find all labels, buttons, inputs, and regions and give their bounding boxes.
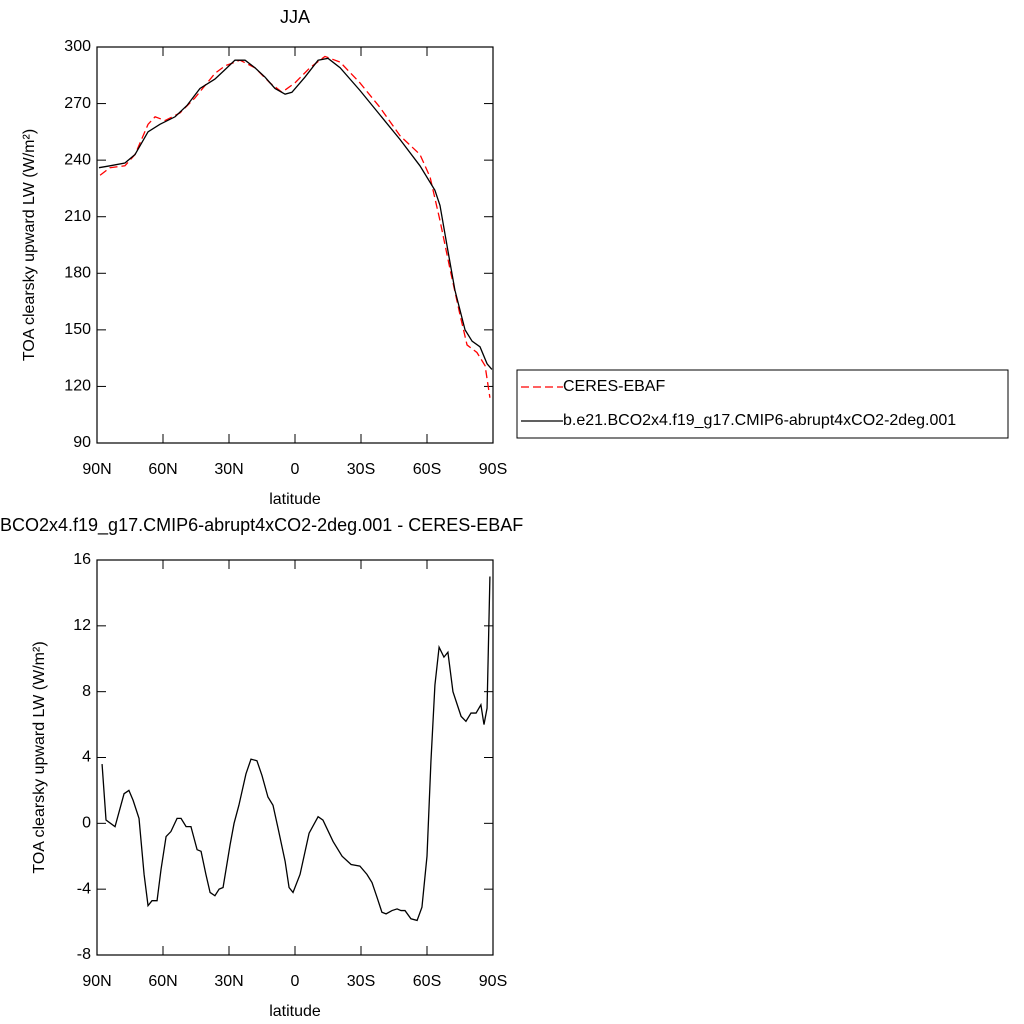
x-axis-label: latitude <box>269 491 321 508</box>
x-tick-label: 30N <box>214 973 243 990</box>
x-tick-label: 60S <box>413 973 441 990</box>
y-tick-label: 0 <box>82 815 91 832</box>
x-axis-label: latitude <box>269 1003 321 1020</box>
chart-title: BCO2x4.f19_g17.CMIP6-abrupt4xCO2-2deg.00… <box>0 515 523 536</box>
x-tick-label: 90N <box>82 461 111 478</box>
data-line <box>99 55 491 398</box>
y-tick-label: 90 <box>73 434 91 451</box>
y-tick-label: 4 <box>82 749 91 766</box>
y-axis-label: TOA clearsky upward LW (W/m²) <box>21 129 38 361</box>
y-tick-label: 120 <box>64 378 91 395</box>
y-tick-label: -4 <box>77 880 91 897</box>
y-tick-label: -8 <box>77 946 91 963</box>
y-tick-label: 300 <box>64 38 91 55</box>
legend-box <box>516 369 1009 439</box>
x-tick-label: 90S <box>479 973 507 990</box>
x-tick-label: 60S <box>413 461 441 478</box>
x-tick-label: 30S <box>347 973 375 990</box>
x-tick-label: 30S <box>347 461 375 478</box>
y-tick-label: 12 <box>73 617 91 634</box>
x-tick-label: 90N <box>82 973 111 990</box>
y-tick-label: 150 <box>64 321 91 338</box>
legend-label: CERES-EBAF <box>563 378 665 395</box>
y-axis-label: TOA clearsky upward LW (W/m²) <box>31 641 48 873</box>
y-tick-label: 270 <box>64 95 91 112</box>
x-tick-label: 0 <box>291 973 300 990</box>
data-line <box>101 576 491 922</box>
x-tick-label: 60N <box>148 461 177 478</box>
data-line <box>98 57 493 370</box>
chart-title: JJA <box>280 7 310 27</box>
plot-frame <box>96 559 494 956</box>
x-tick-label: 30N <box>214 461 243 478</box>
legend-label: b.e21.BCO2x4.f19_g17.CMIP6-abrupt4xCO2-2… <box>563 412 956 429</box>
x-tick-label: 0 <box>291 461 300 478</box>
y-tick-label: 8 <box>82 683 91 700</box>
x-tick-label: 60N <box>148 973 177 990</box>
y-tick-label: 240 <box>64 151 91 168</box>
plot-frame <box>96 46 494 444</box>
x-tick-label: 90S <box>479 461 507 478</box>
y-tick-label: 210 <box>64 208 91 225</box>
y-tick-label: 180 <box>64 265 91 282</box>
y-tick-label: 16 <box>73 551 91 568</box>
